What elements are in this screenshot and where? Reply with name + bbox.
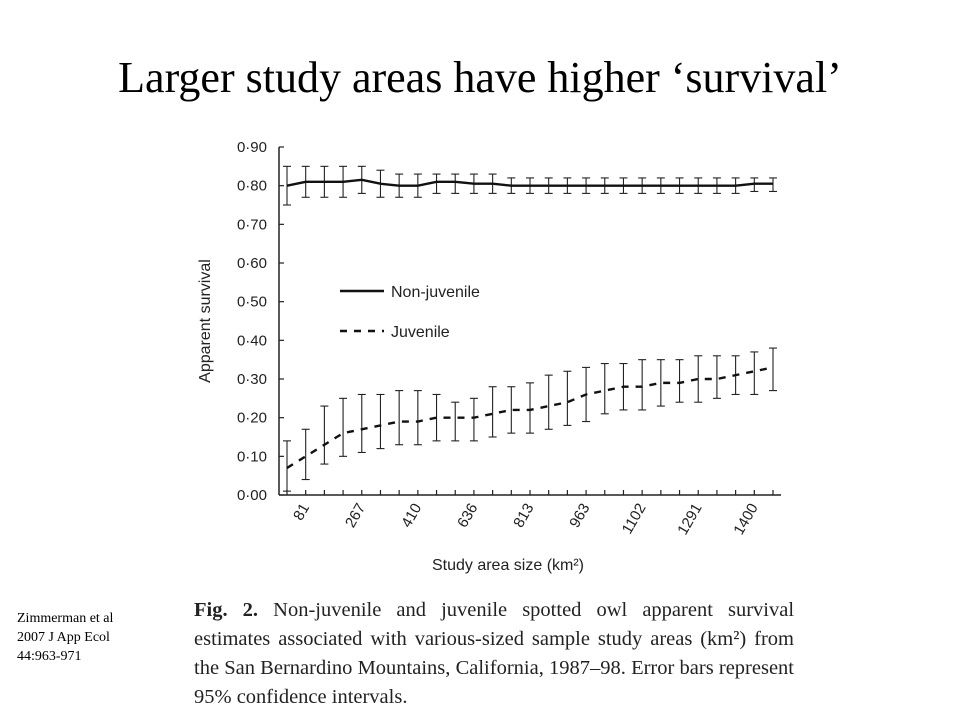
x-tick-label: 963 — [566, 501, 593, 531]
caption-label: Fig. 2. — [194, 599, 259, 621]
non-juvenile-line — [286, 178, 773, 187]
y-axis-label: Apparent survival — [197, 259, 214, 383]
y-tick-label: 0·60 — [237, 255, 267, 272]
y-tick-label: 0·20 — [237, 410, 267, 427]
slide-title: Larger study areas have higher ‘survival… — [118, 53, 842, 102]
caption-text: Non-juvenile and juvenile spotted owl ap… — [194, 599, 795, 708]
citation-line: 44:963-971 — [17, 649, 82, 664]
x-tick-label: 636 — [454, 501, 481, 531]
y-tick-label: 0·00 — [237, 487, 267, 504]
survival-chart: 0·00 0·10 0·20 0·30 0·40 0·50 0·60 0·70 0·80 0·90… — [197, 139, 781, 574]
legend-non-juvenile-label: Non-juvenile — [391, 284, 480, 301]
x-tick-label: 1291 — [674, 501, 705, 538]
y-tick-label: 0·40 — [237, 332, 267, 349]
y-tick-label: 0·80 — [237, 178, 267, 195]
legend-juvenile-label: Juvenile — [391, 324, 450, 341]
x-tick-label: 1102 — [619, 501, 650, 537]
x-tick-label: 410 — [398, 501, 425, 531]
y-tick-label: 0·50 — [237, 294, 267, 311]
citation-line: Zimmerman et al — [17, 611, 114, 626]
y-tick-label: 0·10 — [237, 448, 267, 465]
juvenile-line — [286, 366, 774, 469]
y-tick-label: 0·30 — [237, 371, 267, 388]
citation: Zimmerman et al 2007 J App Ecol 44:963-9… — [17, 609, 177, 666]
x-tick-label: 81 — [290, 501, 313, 524]
x-tick-label: 1400 — [730, 501, 761, 538]
figure-caption: Fig. 2. Non-juvenile and juvenile spotte… — [194, 596, 794, 712]
x-tick-label: 267 — [342, 501, 369, 531]
citation-line: 2007 J App Ecol — [17, 630, 110, 645]
y-tick-label: 0·90 — [237, 139, 267, 156]
x-axis-label: Study area size (km²) — [432, 557, 584, 574]
x-tick-label: 813 — [510, 501, 537, 531]
y-tick-label: 0·70 — [237, 216, 267, 233]
